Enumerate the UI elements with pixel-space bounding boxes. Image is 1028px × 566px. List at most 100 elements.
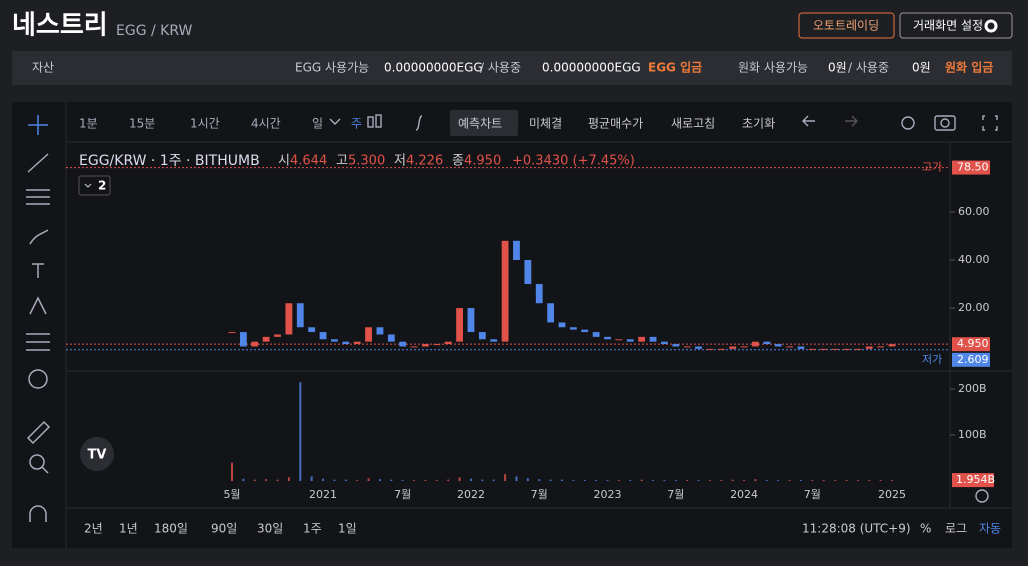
volume-bar	[572, 480, 575, 482]
volume-bar	[743, 480, 746, 482]
candle	[581, 329, 589, 333]
toolbar-button[interactable]: 예측차트	[458, 117, 502, 131]
chevron	[84, 183, 92, 188]
interval[interactable]: 15분	[129, 117, 155, 131]
range[interactable]: 90일	[211, 522, 237, 536]
interval[interactable]: 일	[312, 117, 323, 131]
deposit-link[interactable]: EGG 입금	[648, 61, 702, 75]
volume-bar	[287, 477, 290, 482]
volume-bar	[720, 480, 723, 482]
volume-bar	[811, 480, 814, 482]
legend-label: 고	[336, 154, 348, 169]
range[interactable]: 1년	[119, 522, 138, 536]
candle	[274, 334, 281, 337]
interval[interactable]: 주	[351, 117, 362, 131]
legend-value: 4.644	[290, 154, 327, 169]
volume-bar	[834, 480, 837, 482]
candle	[763, 341, 771, 345]
amount: 0.00000000EGG	[384, 61, 483, 75]
price-name: 고가	[922, 161, 942, 174]
candle	[467, 308, 475, 333]
asset-label: 자산	[32, 61, 54, 75]
candle	[683, 346, 691, 348]
volume-bar	[504, 474, 507, 482]
candle	[239, 332, 247, 347]
settings-button[interactable]	[899, 12, 1013, 39]
interval[interactable]: 1시간	[190, 117, 220, 131]
price-tag	[952, 352, 990, 367]
candle	[638, 336, 646, 342]
toolbar-button[interactable]: 평균매수가	[588, 117, 643, 131]
symbol: EGG/KRW · 1주 · BITHUMB	[79, 153, 260, 169]
volume-bar	[413, 480, 416, 482]
volume-bar	[310, 476, 313, 482]
candle	[501, 240, 509, 342]
price-tag	[952, 160, 990, 175]
button-label: 거래화면 설정	[913, 19, 983, 33]
interval[interactable]: 4시간	[251, 117, 281, 131]
candle	[831, 348, 839, 350]
candle	[524, 260, 532, 285]
indicator-toggle[interactable]	[78, 175, 111, 196]
price-tag-label: 2.609	[957, 353, 989, 366]
toolbar-icons[interactable]	[329, 114, 998, 503]
volume-bar	[447, 479, 450, 482]
range[interactable]: 30일	[257, 522, 283, 536]
volume-bar	[765, 480, 768, 482]
toolbar-button[interactable]: 새로고침	[671, 117, 715, 131]
amount: 0원	[912, 61, 931, 75]
amount: 0.00000000EGG	[542, 61, 641, 75]
candle	[626, 339, 634, 342]
deposit-link[interactable]: 원화 입금	[945, 60, 993, 75]
x-tick-label: 7월	[667, 488, 684, 501]
volume-bar	[526, 478, 529, 482]
auto-trading-button[interactable]	[798, 12, 895, 39]
option[interactable]: 로그	[945, 522, 967, 536]
candle	[342, 341, 350, 345]
toolbar-button[interactable]: 미체결	[529, 117, 562, 131]
x-tick-label: 2022	[457, 488, 485, 501]
button-highlight	[450, 110, 518, 136]
candle	[888, 344, 896, 347]
x-tick-label: 5월	[223, 488, 240, 501]
price-tag-label: 78.50	[957, 161, 989, 174]
candle	[228, 332, 236, 334]
candle	[251, 341, 259, 347]
candle	[774, 344, 782, 347]
price-tag-label: 4.950	[957, 337, 989, 350]
volume-bar	[515, 476, 518, 482]
text: 원화 사용가능	[738, 61, 808, 75]
volume-bar	[583, 480, 586, 482]
volume-bar	[344, 479, 347, 482]
candle	[706, 348, 714, 350]
volume-bar	[401, 480, 404, 482]
candle	[365, 327, 372, 342]
volume-bar	[356, 480, 359, 482]
volume-bar	[390, 479, 393, 482]
option[interactable]: %	[920, 522, 931, 536]
drawing-tools[interactable]	[26, 115, 51, 522]
text: / 사용중	[480, 61, 521, 75]
toolbar-button[interactable]: 초기화	[742, 117, 775, 131]
candle	[672, 344, 680, 347]
price-name: 저가	[922, 353, 942, 366]
candle	[592, 332, 600, 337]
range[interactable]: 1주	[303, 522, 322, 536]
option[interactable]: 자동	[979, 522, 1001, 536]
interval[interactable]: 1분	[79, 117, 98, 131]
range[interactable]: 2년	[84, 522, 103, 536]
volume-bar	[333, 479, 336, 482]
volume-bar	[640, 479, 643, 482]
candle	[865, 346, 873, 349]
volume-bar	[891, 480, 893, 482]
range[interactable]: 180일	[154, 522, 188, 536]
text: / 사용중	[848, 61, 889, 75]
volume-bar	[788, 480, 791, 482]
volume-bar	[378, 479, 381, 482]
volume-bar	[424, 480, 427, 482]
volume-bar	[731, 479, 734, 482]
candle	[740, 346, 748, 348]
range[interactable]: 1일	[338, 522, 357, 536]
